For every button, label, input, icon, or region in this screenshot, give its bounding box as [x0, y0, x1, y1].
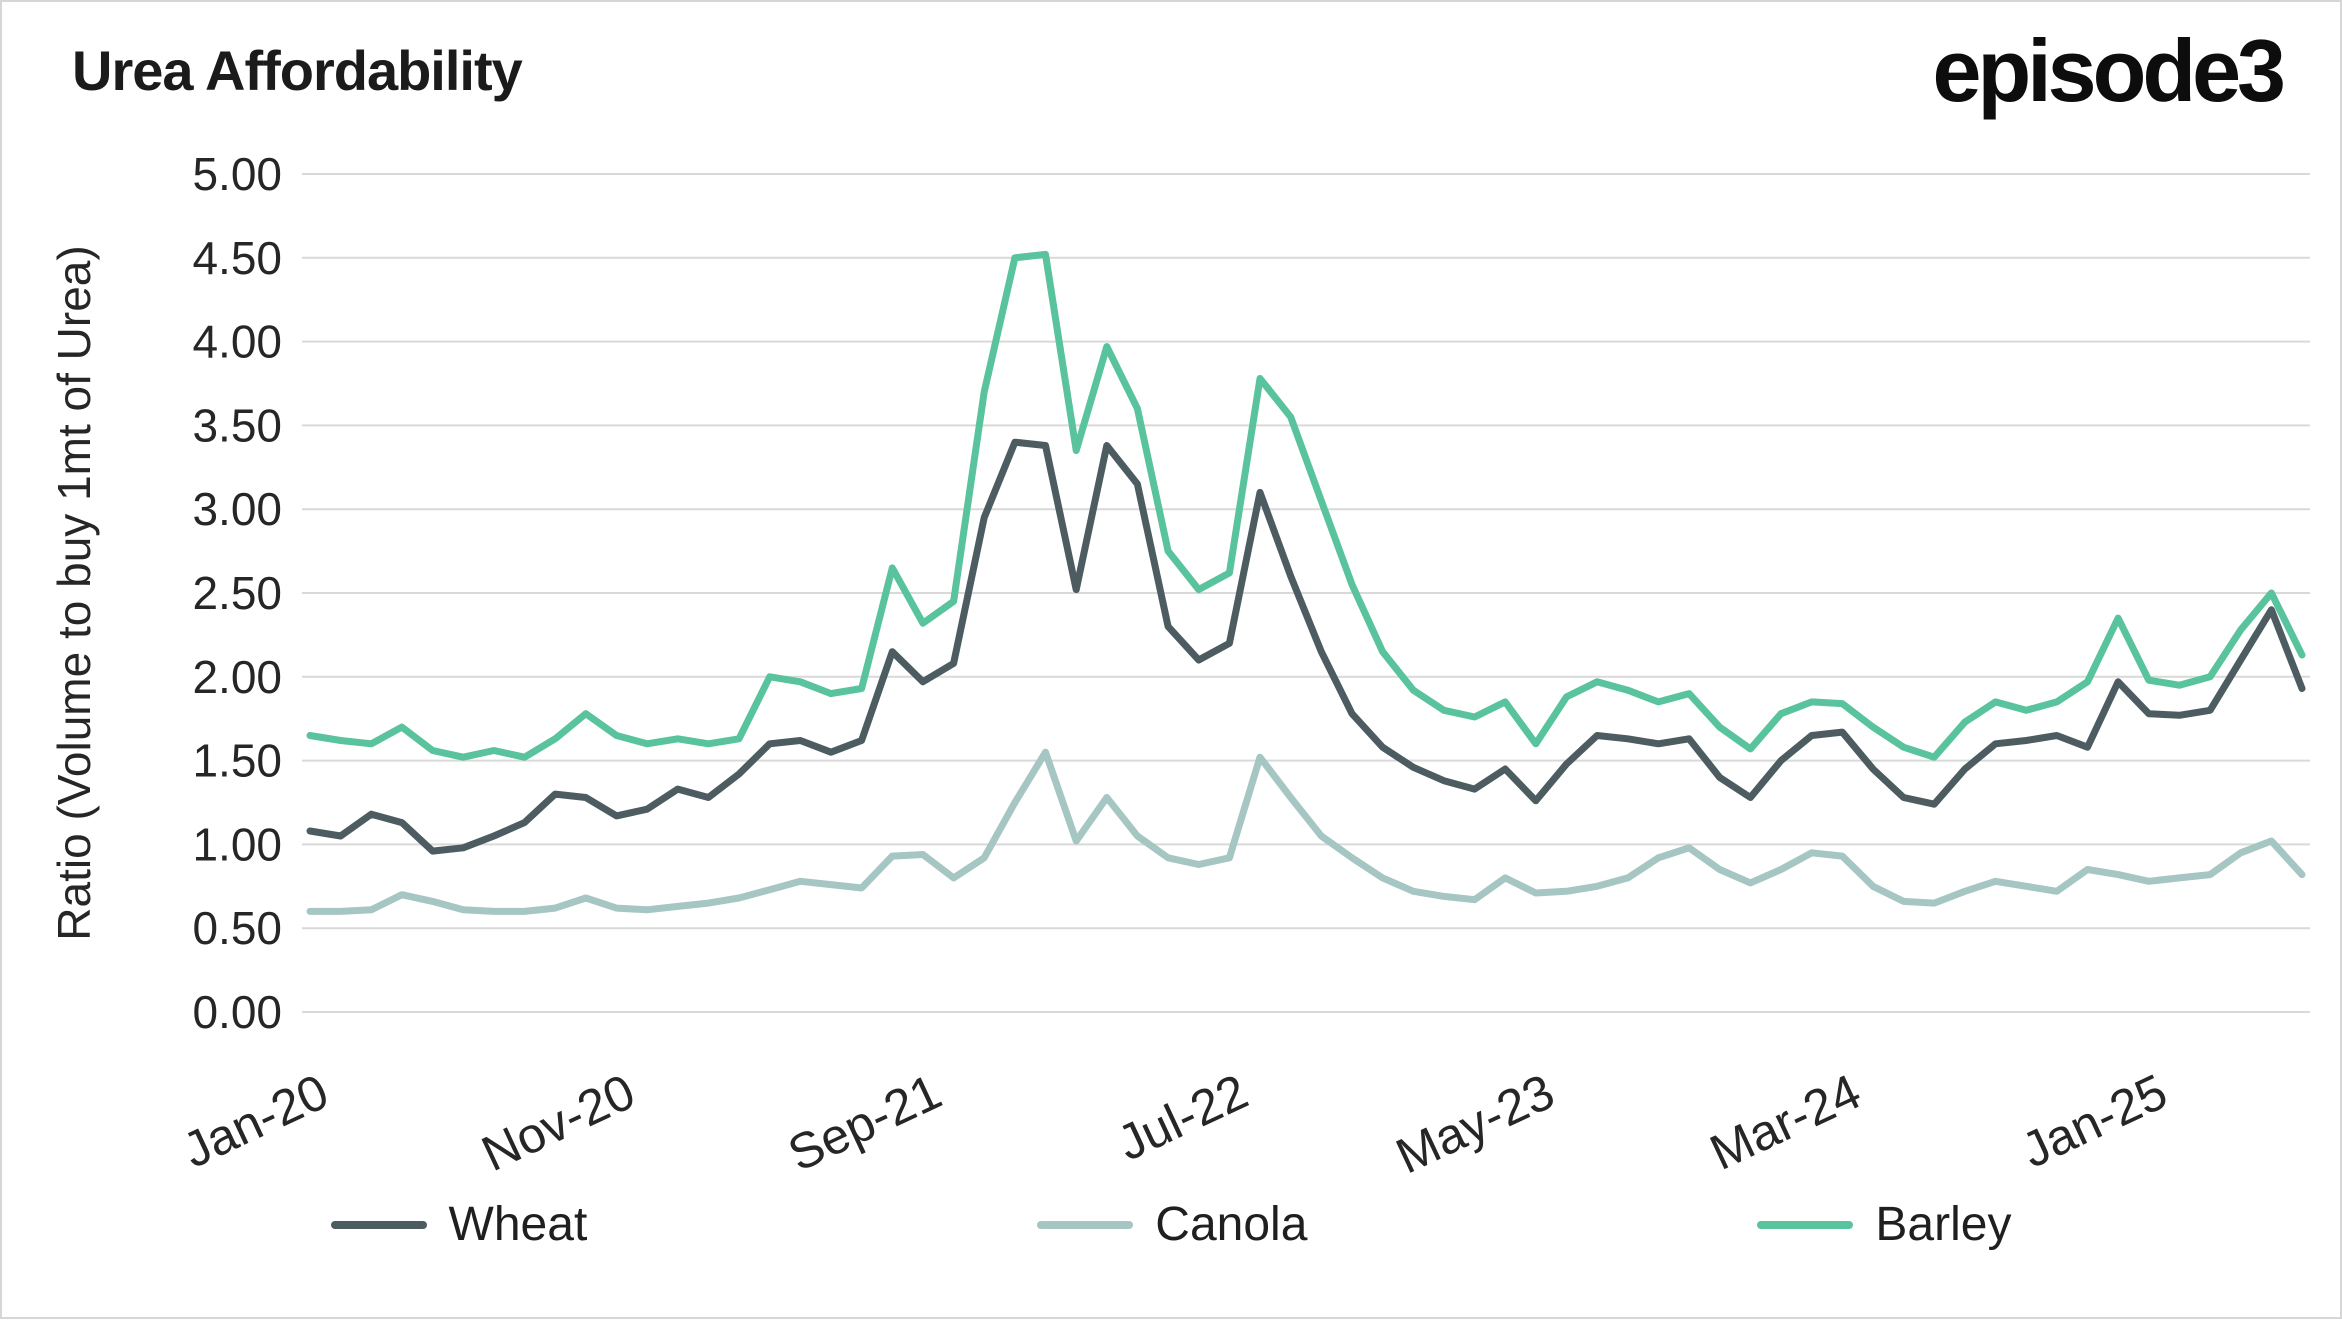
page-title: Urea Affordability — [72, 39, 523, 102]
y-tick-label: 0.00 — [192, 986, 282, 1038]
legend-item-barley: Barley — [1757, 1197, 2011, 1252]
series-line-barley — [306, 250, 2306, 761]
x-tick-label: Jan-25 — [2013, 1063, 2175, 1178]
y-tick-label: 0.50 — [192, 902, 282, 954]
legend-label-canola: Canola — [1155, 1198, 1308, 1251]
y-tick-label: 2.50 — [192, 567, 282, 619]
y-tick-label: 3.50 — [192, 399, 282, 451]
legend-label-wheat: Wheat — [448, 1198, 588, 1251]
episode3-logo: episode3 — [1932, 21, 2286, 120]
legend-swatch-wheat — [330, 1220, 427, 1229]
y-axis-title: Ratio (Volume to buy 1mt of Urea) — [48, 245, 100, 940]
legend-item-wheat: Wheat — [330, 1197, 588, 1252]
y-tick-label: 4.00 — [192, 316, 282, 368]
y-tick-label: 2.00 — [192, 651, 282, 703]
x-tick-label: Jul-22 — [1109, 1063, 1256, 1171]
legend-swatch-barley — [1757, 1220, 1854, 1229]
y-tick-label: 4.50 — [192, 232, 282, 284]
y-tick-label: 5.00 — [192, 148, 282, 200]
chart-legend: Wheat Canola Barley — [2, 1197, 2340, 1252]
x-tick-label: May-23 — [1388, 1063, 1563, 1184]
series-line-wheat — [306, 438, 2306, 855]
x-tick-label: Mar-24 — [1702, 1063, 1869, 1181]
x-tick-label: Jan-20 — [174, 1063, 336, 1178]
x-tick-label: Nov-20 — [473, 1063, 643, 1182]
y-tick-label: 1.00 — [192, 818, 282, 870]
series-line-canola — [306, 748, 2306, 915]
y-tick-label: 1.50 — [192, 735, 282, 787]
legend-label-barley: Barley — [1875, 1198, 2012, 1251]
legend-item-canola: Canola — [1037, 1197, 1307, 1252]
x-tick-label: Sep-21 — [780, 1063, 950, 1182]
y-tick-label: 3.00 — [192, 483, 282, 535]
legend-swatch-canola — [1037, 1220, 1134, 1229]
